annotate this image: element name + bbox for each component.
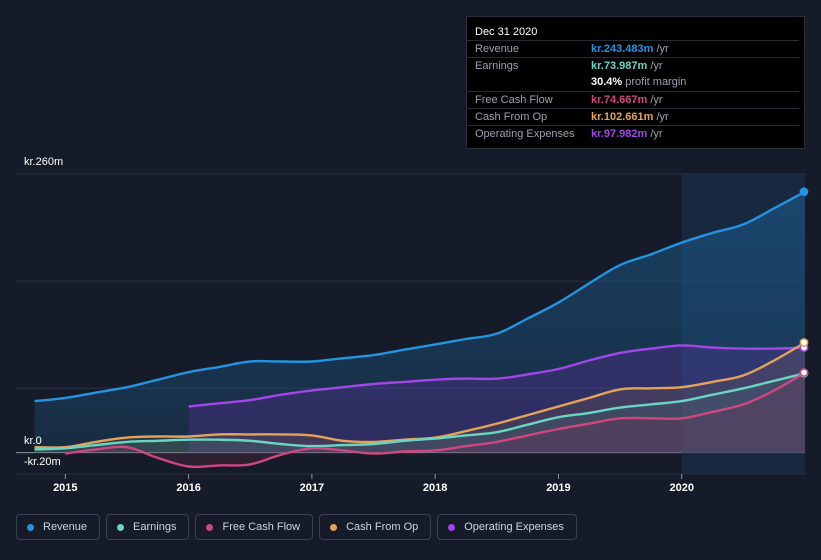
tooltip-row-margin: 30.4% profit margin bbox=[467, 74, 799, 91]
legend-label-cfo: Cash From Op bbox=[346, 521, 419, 533]
tooltip-unit-opex: /yr bbox=[650, 128, 663, 140]
tooltip-row-revenue: Revenue kr.243.483m /yr bbox=[467, 40, 799, 58]
x-tick-label: 2020 bbox=[669, 482, 693, 494]
legend-item-fcf[interactable]: Free Cash Flow bbox=[195, 514, 314, 540]
tooltip-unit-margin: profit margin bbox=[625, 76, 687, 88]
legend-dot-cfo-icon bbox=[330, 523, 338, 531]
y-label-bottom: -kr.20m bbox=[24, 456, 61, 468]
tooltip-date: Dec 31 2020 bbox=[475, 26, 538, 38]
legend-item-cfo[interactable]: Cash From Op bbox=[319, 514, 432, 540]
tooltip: Dec 31 2020 Revenue kr.243.483m /yr Earn… bbox=[466, 16, 805, 149]
end-dot-fcf bbox=[799, 368, 809, 377]
legend: Revenue Earnings Free Cash Flow Cash Fro… bbox=[16, 514, 577, 540]
legend-dot-opex-icon bbox=[448, 523, 456, 531]
y-label-zero: kr.0 bbox=[24, 435, 42, 447]
tooltip-row-fcf: Free Cash Flow kr.74.667m /yr bbox=[467, 91, 799, 109]
x-axis-ticks: 2015 2016 2017 2018 2019 2020 bbox=[53, 474, 694, 494]
legend-dot-earnings-icon bbox=[117, 523, 125, 531]
tooltip-value-cfo: kr.102.661m bbox=[591, 111, 654, 123]
tooltip-label-earnings: Earnings bbox=[475, 60, 519, 72]
end-dot-revenue bbox=[799, 187, 809, 197]
tooltip-unit-fcf: /yr bbox=[650, 94, 663, 106]
x-tick-label: 2019 bbox=[546, 482, 570, 494]
legend-item-opex[interactable]: Operating Expenses bbox=[437, 514, 577, 540]
tooltip-unit-earnings: /yr bbox=[650, 60, 663, 72]
tooltip-unit-revenue: /yr bbox=[656, 43, 669, 55]
line-revenue bbox=[34, 190, 806, 403]
line-fcf bbox=[65, 371, 806, 469]
legend-item-earnings[interactable]: Earnings bbox=[106, 514, 190, 540]
tooltip-label-opex: Operating Expenses bbox=[475, 128, 575, 140]
legend-label-revenue: Revenue bbox=[43, 521, 88, 533]
tooltip-value-fcf: kr.74.667m bbox=[591, 94, 648, 106]
line-earnings bbox=[34, 372, 806, 451]
legend-dot-fcf-icon bbox=[206, 523, 214, 531]
tooltip-label-fcf: Free Cash Flow bbox=[475, 94, 553, 106]
x-tick-label: 2017 bbox=[300, 482, 324, 494]
tooltip-unit-cfo: /yr bbox=[656, 111, 669, 123]
legend-label-earnings: Earnings bbox=[133, 521, 177, 533]
series-lines bbox=[34, 190, 806, 469]
tooltip-value-earnings: kr.73.987m bbox=[591, 60, 648, 72]
tooltip-row-cfo: Cash From Op kr.102.661m /yr bbox=[467, 108, 799, 126]
tooltip-row-earnings: Earnings kr.73.987m /yr bbox=[467, 57, 799, 75]
x-tick-label: 2016 bbox=[176, 482, 200, 494]
end-dots bbox=[799, 187, 809, 378]
area-revenue bbox=[34, 191, 805, 453]
chart: 2015 2016 2017 2018 2019 2020 bbox=[16, 173, 809, 494]
legend-label-opex: Operating Expenses bbox=[464, 521, 564, 533]
legend-label-fcf: Free Cash Flow bbox=[222, 521, 301, 533]
legend-dot-revenue-icon bbox=[27, 523, 34, 531]
tooltip-label-cfo: Cash From Op bbox=[475, 111, 548, 123]
tooltip-value-margin: 30.4% bbox=[591, 76, 623, 88]
tooltip-label-revenue: Revenue bbox=[475, 43, 520, 55]
x-tick-label: 2018 bbox=[423, 482, 447, 494]
series-areas bbox=[34, 191, 806, 467]
y-label-top: kr.260m bbox=[24, 156, 64, 168]
legend-item-revenue[interactable]: Revenue bbox=[16, 514, 101, 540]
area-cfo bbox=[34, 342, 805, 453]
x-tick-label: 2015 bbox=[53, 482, 77, 494]
area-fcf bbox=[65, 372, 806, 467]
tooltip-value-opex: kr.97.982m bbox=[591, 128, 648, 140]
line-opex bbox=[188, 344, 806, 408]
area-earnings bbox=[34, 373, 805, 453]
area-opex bbox=[188, 345, 806, 453]
tooltip-row-opex: Operating Expenses kr.97.982m /yr bbox=[467, 125, 799, 143]
tooltip-value-revenue: kr.243.483m bbox=[591, 43, 654, 55]
end-dot-cfo bbox=[799, 338, 809, 347]
